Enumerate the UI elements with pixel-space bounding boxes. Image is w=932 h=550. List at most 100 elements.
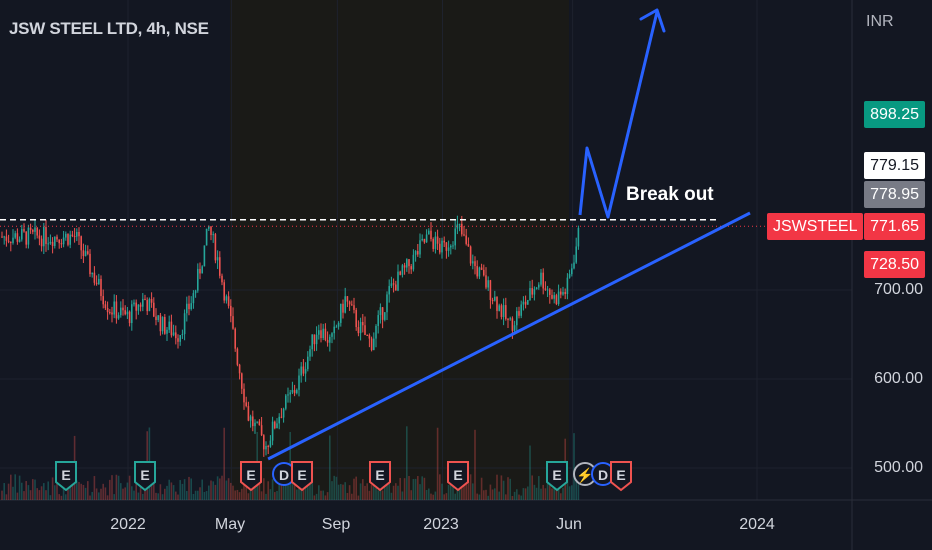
volume-bar: [69, 484, 71, 500]
projection-arrowhead: [639, 8, 666, 33]
volume-bar: [575, 480, 577, 500]
volume-bar: [230, 482, 232, 500]
candle-body: [91, 272, 93, 275]
candle-body: [485, 275, 487, 288]
volume-bar: [549, 485, 551, 500]
volume-bar: [368, 490, 371, 500]
volume-bar: [111, 475, 113, 500]
candle-body: [45, 226, 47, 244]
candle-body: [276, 423, 278, 429]
candle-body: [463, 234, 465, 236]
volume-bar: [474, 429, 476, 500]
volume-bar: [494, 488, 496, 500]
dividend-marker-label: D: [598, 467, 608, 483]
candle-body: [410, 266, 412, 270]
candle-body: [465, 235, 467, 244]
volume-bar: [274, 492, 276, 500]
volume-bar: [434, 491, 437, 500]
volume-bar: [355, 476, 357, 500]
candle-body: [549, 289, 551, 295]
volume-bar: [113, 494, 115, 500]
candle-body: [267, 445, 269, 447]
volume-bar: [573, 433, 575, 500]
volume-bar: [54, 485, 56, 500]
candle-body: [78, 232, 80, 237]
candle-body: [205, 228, 208, 246]
volume-bar: [538, 476, 540, 500]
volume-bar: [472, 483, 474, 500]
volume-bar: [3, 483, 5, 500]
volume-bar: [447, 485, 450, 500]
candle-body: [494, 296, 496, 301]
candle-body: [54, 236, 56, 246]
volume-bar: [102, 483, 104, 500]
volume-bar: [190, 478, 192, 500]
candle-body: [555, 295, 558, 305]
volume-bar: [227, 478, 230, 500]
volume-bar: [192, 493, 195, 500]
symbol-tag: JSWSTEEL: [767, 213, 864, 240]
candle-body: [258, 421, 261, 426]
volume-bar: [135, 478, 137, 500]
volume-bar: [245, 475, 247, 500]
candle-body: [76, 232, 78, 237]
currency-label[interactable]: INR: [866, 13, 894, 30]
volume-bar: [254, 480, 256, 500]
earnings-marker: [610, 461, 632, 492]
candle-body: [18, 239, 21, 242]
volume-bar: [443, 494, 445, 500]
volume-bar: [197, 490, 199, 500]
candle-body: [318, 330, 320, 335]
candle-body: [340, 303, 342, 323]
volume-bar: [412, 478, 415, 500]
volume-bar: [80, 483, 82, 500]
candle-body: [227, 296, 230, 306]
volume-bar: [166, 485, 168, 500]
volume-bar: [340, 484, 342, 500]
volume-bar: [410, 490, 412, 500]
candle-body: [3, 236, 5, 238]
candle-body: [298, 375, 300, 390]
volume-bar: [511, 495, 514, 500]
volume-bar: [225, 480, 228, 500]
y-tick-600: 600.00: [874, 370, 923, 387]
earnings-marker: [546, 461, 568, 492]
volume-bar: [131, 486, 133, 500]
volume-bar: [258, 478, 261, 500]
volume-bar: [186, 490, 188, 500]
volume-bar: [179, 480, 181, 500]
volume-bar: [309, 475, 311, 500]
candle-body: [302, 366, 305, 374]
candle-body: [289, 392, 291, 395]
earnings-marker-label: E: [552, 467, 561, 483]
candle-body: [291, 390, 294, 393]
candle-body: [219, 257, 221, 276]
candle-body: [546, 289, 549, 291]
candle-body: [285, 395, 287, 409]
volume-bar: [18, 475, 21, 500]
earnings-marker-label: E: [297, 467, 306, 483]
volume-bar: [71, 476, 74, 500]
volume-bar: [164, 488, 166, 500]
candle-body: [397, 271, 399, 291]
volume-bar: [324, 495, 327, 500]
volume-bar: [329, 435, 331, 500]
breakout-annotation[interactable]: Break out: [626, 184, 714, 205]
candle-body: [221, 275, 223, 283]
volume-bar: [337, 484, 340, 500]
volume-bar: [381, 490, 384, 500]
volume-bar: [137, 492, 140, 500]
candle-body: [414, 251, 417, 255]
candle-body: [190, 303, 192, 310]
candle-body: [403, 265, 406, 268]
candle-body: [509, 318, 511, 320]
volume-bar: [553, 483, 555, 500]
candle-body: [256, 421, 258, 423]
volume-bar: [531, 475, 533, 500]
x-tick-2024: 2024: [739, 516, 775, 533]
volume-bar: [194, 490, 197, 500]
candle-body: [476, 266, 478, 277]
volume-bar: [298, 480, 300, 500]
candle-body: [562, 292, 564, 295]
